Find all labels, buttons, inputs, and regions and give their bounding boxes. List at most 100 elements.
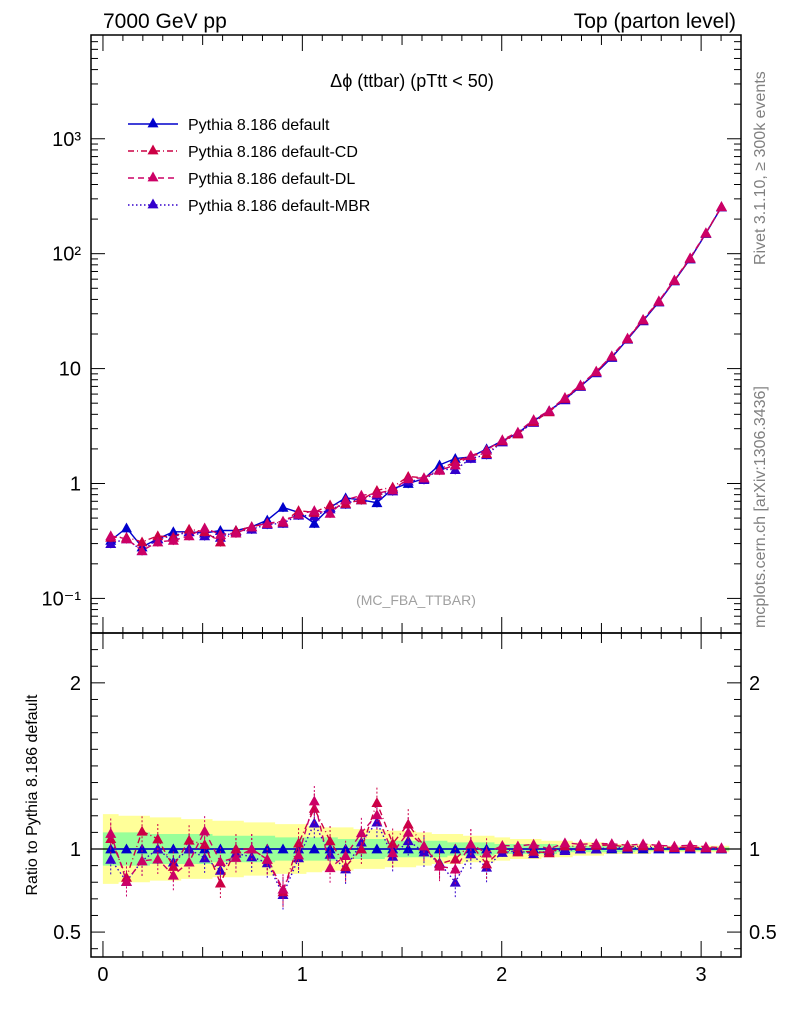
data-point-0 xyxy=(371,497,383,508)
mcplots-label: mcplots.cern.ch [arXiv:1306.3436] xyxy=(752,386,769,628)
data-point-2 xyxy=(465,450,477,460)
rivet-label: Rivet 3.1.10, ≥ 300k events xyxy=(752,71,769,265)
ratio-y-tick-label-right: 2 xyxy=(749,673,760,695)
data-point-2 xyxy=(606,350,618,361)
ratio-point-2 xyxy=(449,863,461,874)
ratio-point-2 xyxy=(308,795,320,806)
data-point-2 xyxy=(622,332,634,343)
ratio-point-2 xyxy=(512,840,524,851)
ratio-point-2 xyxy=(152,853,164,864)
series-line-0 xyxy=(110,206,723,548)
data-point-2 xyxy=(199,522,211,533)
legend-label-1: Pythia 8.186 default-CD xyxy=(188,144,358,161)
ratio-point-2 xyxy=(590,838,602,848)
ratio-point-1 xyxy=(199,839,211,849)
ratio-point-2 xyxy=(293,849,305,860)
ratio-point-1 xyxy=(136,825,148,836)
ratio-point-2 xyxy=(434,860,446,871)
data-point-2 xyxy=(371,487,383,498)
data-point-0 xyxy=(120,522,132,533)
ratio-y-tick-label-right: 1 xyxy=(749,839,760,861)
ratio-point-1 xyxy=(355,843,367,854)
ratio-point-0 xyxy=(136,843,148,854)
x-tick-label: 3 xyxy=(696,964,707,986)
legend-label-2: Pythia 8.186 default-DL xyxy=(188,171,355,188)
data-point-2 xyxy=(574,379,586,390)
data-point-2 xyxy=(653,295,665,306)
ratio-point-1 xyxy=(214,877,226,888)
data-point-2 xyxy=(105,530,117,541)
data-point-2 xyxy=(230,527,242,538)
ratio-point-2 xyxy=(402,826,414,837)
ratio-point-2 xyxy=(606,838,618,849)
data-point-2 xyxy=(684,252,696,263)
data-point-2 xyxy=(481,444,493,455)
ratio-point-1 xyxy=(293,837,305,848)
ratio-point-2 xyxy=(622,839,634,850)
ratio-point-1 xyxy=(402,818,414,829)
main-panel: 10⁻¹ 1 10 10² 10³ xyxy=(42,34,742,634)
ratio-point-2 xyxy=(387,847,399,858)
data-point-2 xyxy=(324,507,336,518)
data-point-1 xyxy=(324,499,336,510)
data-point-2 xyxy=(293,508,305,519)
ratio-point-0 xyxy=(402,843,414,854)
data-point-2 xyxy=(261,517,273,528)
ratio-point-2 xyxy=(559,837,571,848)
data-point-2 xyxy=(700,227,712,238)
data-point-2 xyxy=(496,434,508,445)
data-point-2 xyxy=(559,392,571,402)
ratio-point-1 xyxy=(528,845,540,856)
ratio-point-2 xyxy=(136,855,148,866)
data-point-1 xyxy=(136,536,148,547)
data-point-2 xyxy=(355,489,367,500)
legend-marker-2 xyxy=(147,171,159,182)
ratio-point-2 xyxy=(261,853,273,864)
data-point-2 xyxy=(167,534,179,545)
data-point-2 xyxy=(715,201,727,211)
data-point-2 xyxy=(637,313,649,324)
data-point-2 xyxy=(402,473,414,484)
ratio-y-tick-label: 2 xyxy=(70,673,81,695)
ratio-point-2 xyxy=(120,875,132,886)
ratio-point-1 xyxy=(324,835,336,846)
ratio-point-2 xyxy=(700,841,712,852)
ratio-point-0 xyxy=(308,843,320,854)
ratio-y-tick-label: 0.5 xyxy=(53,922,81,944)
analysis-watermark: (MC_FBA_TTBAR) xyxy=(356,592,476,608)
legend-marker-1 xyxy=(147,144,159,155)
ratio-point-2 xyxy=(543,843,555,854)
ratio-point-2 xyxy=(684,839,696,850)
ratio-point-2 xyxy=(668,840,680,851)
ratio-point-2 xyxy=(465,838,477,849)
ratio-point-3 xyxy=(199,852,211,863)
data-point-2 xyxy=(387,484,399,495)
data-point-2 xyxy=(246,521,258,532)
ratio-y-tick-label: 1 xyxy=(70,839,81,861)
ratio-point-2 xyxy=(355,827,367,838)
ratio-point-2 xyxy=(246,843,258,854)
series-line-1 xyxy=(110,206,723,543)
ratio-point-0 xyxy=(371,843,383,854)
ratio-point-3 xyxy=(402,835,414,846)
main-y-tick-label: 10³ xyxy=(52,129,81,151)
ratio-y-axis-label: Ratio to Pythia 8.186 default xyxy=(24,694,41,896)
legend-label-3: Pythia 8.186 default-MBR xyxy=(188,198,370,215)
ratio-point-2 xyxy=(230,852,242,862)
main-y-tick-label: 10² xyxy=(52,244,81,266)
ratio-point-2 xyxy=(371,809,383,820)
ratio-point-2 xyxy=(418,840,430,851)
data-point-2 xyxy=(590,365,602,376)
legend-label-0: Pythia 8.186 default xyxy=(188,117,330,134)
ratio-frame xyxy=(90,632,742,958)
ratio-point-2 xyxy=(715,842,727,853)
data-point-2 xyxy=(308,505,320,516)
ratio-point-3 xyxy=(246,851,258,862)
data-point-2 xyxy=(449,459,461,470)
ratio-point-2 xyxy=(496,839,508,850)
main-y-tick-label: 10 xyxy=(59,359,81,381)
x-tick-label: 0 xyxy=(97,964,108,986)
data-point-1 xyxy=(152,530,164,541)
data-point-2 xyxy=(340,494,352,505)
ratio-point-2 xyxy=(199,825,211,836)
